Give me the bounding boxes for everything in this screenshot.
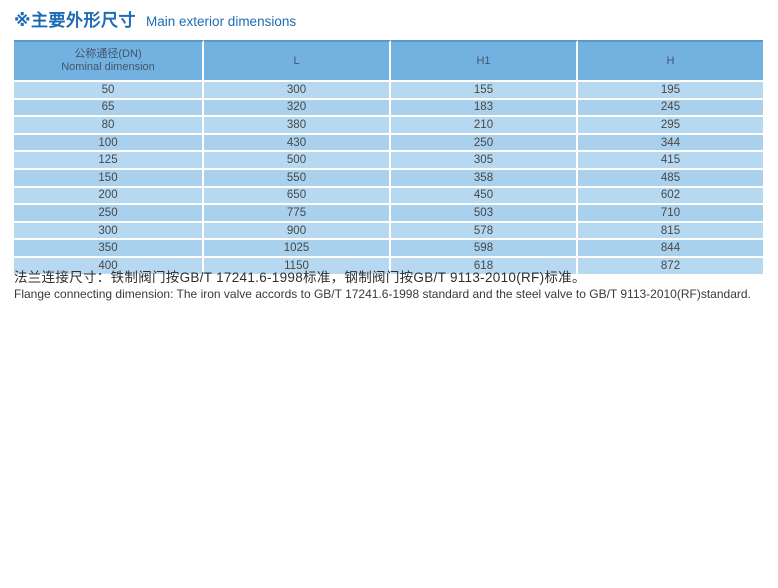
table-cell: 65 bbox=[14, 99, 204, 118]
page-title-zh: ※主要外形尺寸 bbox=[14, 11, 137, 30]
table-row: 80 380 210 295 bbox=[14, 117, 763, 135]
table-cell: 125 bbox=[14, 152, 204, 170]
column-header-h: H bbox=[578, 40, 763, 82]
table-cell: 450 bbox=[391, 187, 578, 206]
table-row: 300 900 578 815 bbox=[14, 222, 763, 241]
table-cell: 183 bbox=[391, 99, 578, 118]
table-row: 400 1150 618 872 bbox=[14, 257, 763, 276]
table-row: 350 1025 598 844 bbox=[14, 240, 763, 258]
table-cell: 872 bbox=[578, 257, 763, 276]
table-cell: 650 bbox=[204, 187, 391, 206]
table-cell: 305 bbox=[391, 152, 578, 170]
table-cell: 415 bbox=[578, 152, 763, 170]
table-cell: 50 bbox=[14, 82, 204, 100]
column-header-nominal-dimension: 公称通径(DN) Nominal dimension bbox=[14, 40, 204, 82]
page-title: ※主要外形尺寸 Main exterior dimensions bbox=[14, 6, 296, 31]
page-title-en: Main exterior dimensions bbox=[146, 14, 297, 29]
table-header-row: 公称通径(DN) Nominal dimension L H1 H bbox=[14, 40, 763, 82]
table-cell: 1025 bbox=[204, 240, 391, 258]
table-cell: 430 bbox=[204, 134, 391, 153]
table-cell: 815 bbox=[578, 222, 763, 241]
table-cell: 250 bbox=[14, 205, 204, 223]
table-cell: 80 bbox=[14, 117, 204, 135]
table-cell: 245 bbox=[578, 99, 763, 118]
table-cell: 900 bbox=[204, 222, 391, 241]
table-row: 65 320 183 245 bbox=[14, 99, 763, 118]
table-cell: 210 bbox=[391, 117, 578, 135]
table-cell: 295 bbox=[578, 117, 763, 135]
table-cell: 578 bbox=[391, 222, 578, 241]
table-cell: 618 bbox=[391, 257, 578, 276]
table-cell: 200 bbox=[14, 187, 204, 206]
table-cell: 710 bbox=[578, 205, 763, 223]
footnote-zh: 法兰连接尺寸：铁制阀门按GB/T 17241.6-1998标准，钢制阀门按GB/… bbox=[14, 270, 586, 285]
table-cell: 320 bbox=[204, 99, 391, 118]
table-cell: 350 bbox=[14, 240, 204, 258]
table-row: 150 550 358 485 bbox=[14, 169, 763, 188]
table-cell: 150 bbox=[14, 169, 204, 188]
column-header-h1: H1 bbox=[391, 40, 578, 82]
table-cell: 485 bbox=[578, 169, 763, 188]
table-cell: 598 bbox=[391, 240, 578, 258]
table-cell: 380 bbox=[204, 117, 391, 135]
table-cell: 602 bbox=[578, 187, 763, 206]
table-row: 250 775 503 710 bbox=[14, 205, 763, 223]
table-cell: 300 bbox=[14, 222, 204, 241]
table-row: 125 500 305 415 bbox=[14, 152, 763, 170]
column-header-l: L bbox=[204, 40, 391, 82]
dimensions-table: 公称通径(DN) Nominal dimension L H1 H 50 300 1… bbox=[14, 40, 763, 276]
table-cell: 195 bbox=[578, 82, 763, 100]
table-cell: 400 bbox=[14, 257, 204, 276]
table-cell: 250 bbox=[391, 134, 578, 153]
table-row: 50 300 155 195 bbox=[14, 82, 763, 100]
table-cell: 1150 bbox=[204, 257, 391, 276]
column-header-nominal-dimension-zh: 公称通径(DN) bbox=[74, 48, 142, 60]
table-cell: 344 bbox=[578, 134, 763, 153]
table-row: 200 650 450 602 bbox=[14, 187, 763, 206]
table-cell: 155 bbox=[391, 82, 578, 100]
table-cell: 844 bbox=[578, 240, 763, 258]
table-cell: 300 bbox=[204, 82, 391, 100]
table-cell: 775 bbox=[204, 205, 391, 223]
table-cell: 550 bbox=[204, 169, 391, 188]
footnote-en: Flange connecting dimension: The iron va… bbox=[14, 287, 751, 301]
table-cell: 503 bbox=[391, 205, 578, 223]
table-cell: 500 bbox=[204, 152, 391, 170]
table-cell: 358 bbox=[391, 169, 578, 188]
column-header-nominal-dimension-en: Nominal dimension bbox=[61, 61, 155, 73]
table-cell: 100 bbox=[14, 134, 204, 153]
table-row: 100 430 250 344 bbox=[14, 134, 763, 153]
